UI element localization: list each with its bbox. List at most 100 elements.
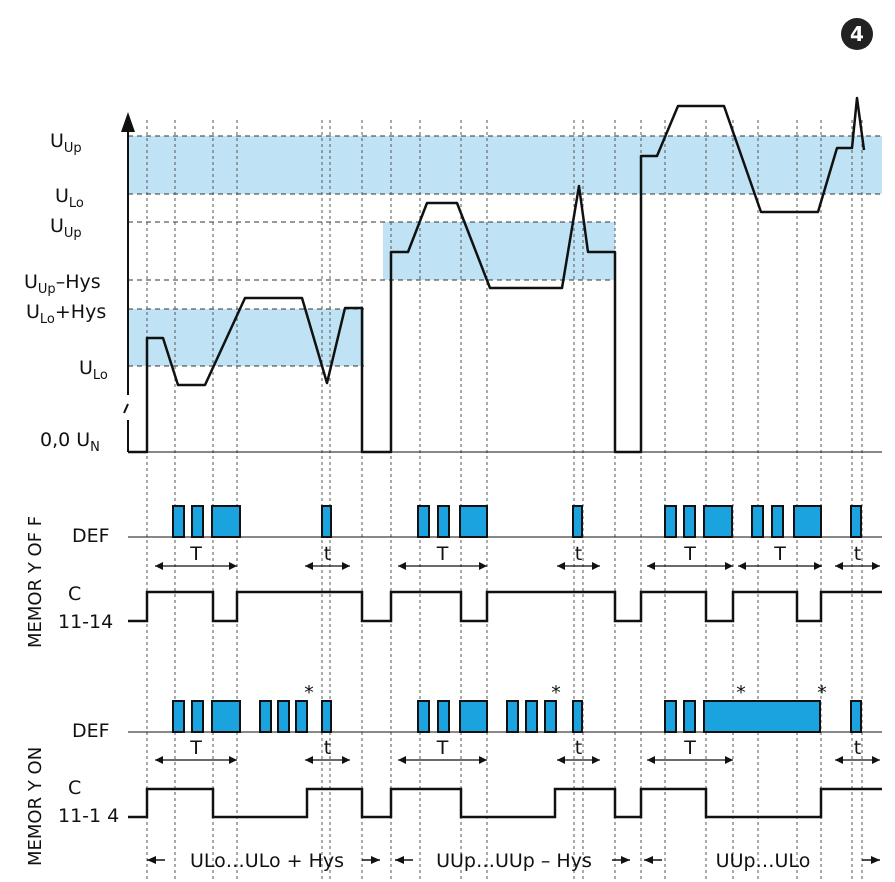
range-label-3: UUp…ULo xyxy=(716,850,811,872)
def-label-off: DEF xyxy=(72,525,110,547)
svg-text:UUp: UUp xyxy=(50,215,82,241)
svg-text:ULo: ULo xyxy=(79,357,108,383)
def-pulse xyxy=(683,505,696,538)
relay-signal-on xyxy=(128,787,882,819)
relay-signal-off xyxy=(128,590,882,623)
range-label-1: ULo…ULo + Hys xyxy=(190,850,344,872)
def-pulse xyxy=(172,505,185,538)
arrow-left-icon xyxy=(835,562,843,570)
range-label-2: UUp…UUp – Hys xyxy=(436,850,592,872)
relay-label-c-off: C xyxy=(68,583,81,605)
def-pulse xyxy=(751,505,764,538)
def-pulse xyxy=(172,700,185,733)
def-pulse xyxy=(850,505,862,538)
relay-label-on: 11-1 4 xyxy=(58,805,119,827)
axis-arrow-icon xyxy=(121,112,135,132)
relay-label-c-on: C xyxy=(68,777,81,799)
timing-label: t xyxy=(324,543,331,565)
memory-on-title: MEMOR Y ON xyxy=(25,747,46,866)
memory-off-title: MEMOR Y OF F xyxy=(25,516,46,648)
svg-text:4: 4 xyxy=(850,22,864,46)
threshold-bands xyxy=(128,136,882,366)
def-pulses-on xyxy=(172,700,862,733)
timing-label: T xyxy=(773,543,786,565)
def-pulse xyxy=(850,700,862,733)
def-pulse xyxy=(417,700,430,733)
asterisk-marker: * xyxy=(304,682,314,704)
svg-text:0,0 UN: 0,0 UN xyxy=(40,429,100,455)
voltage-waveform xyxy=(128,96,866,454)
arrow-right-icon xyxy=(872,562,880,570)
band-range-2 xyxy=(383,222,615,280)
def-pulse xyxy=(506,700,519,733)
arrow-right-icon xyxy=(342,756,350,764)
def-pulse xyxy=(259,700,272,733)
timing-label: T xyxy=(683,543,696,565)
arrow-right-icon xyxy=(725,756,733,764)
arrow-left-icon xyxy=(557,756,565,764)
def-pulse xyxy=(703,700,821,733)
svg-text:ULo+Hys: ULo+Hys xyxy=(26,301,106,327)
arrow-right-icon xyxy=(592,756,600,764)
timing-label: t xyxy=(575,543,582,565)
arrow-left-icon xyxy=(644,856,653,864)
timing-label: t xyxy=(854,543,861,565)
def-pulse xyxy=(459,505,488,538)
threshold-dashes xyxy=(128,135,882,367)
asterisk-marker: * xyxy=(817,682,827,704)
asterisk-marker: * xyxy=(736,682,746,704)
arrow-right-icon xyxy=(872,756,880,764)
svg-text:UUp: UUp xyxy=(50,130,82,156)
timing-label: T xyxy=(189,737,202,759)
def-pulse xyxy=(572,505,583,538)
def-label-on: DEF xyxy=(72,720,110,742)
def-pulse xyxy=(683,700,696,733)
svg-text:UUp–Hys: UUp–Hys xyxy=(24,271,101,297)
def-pulse xyxy=(544,700,557,733)
arrow-right-icon xyxy=(479,562,487,570)
def-pulse xyxy=(793,505,822,538)
def-pulse xyxy=(525,700,538,733)
timing-label: t xyxy=(324,737,331,759)
def-pulse xyxy=(211,505,241,538)
def-pulse xyxy=(437,700,450,733)
arrow-left-icon xyxy=(647,756,655,764)
arrow-left-icon xyxy=(647,562,655,570)
def-pulse xyxy=(664,505,677,538)
step-badge: 4 xyxy=(841,18,873,50)
def-pulse xyxy=(437,505,450,538)
timing-label: T xyxy=(436,737,449,759)
range-labels: ULo…ULo + Hys UUp…UUp – Hys UUp…ULo xyxy=(190,850,810,872)
arrow-left-icon xyxy=(738,562,746,570)
asterisk-marker: * xyxy=(551,682,561,704)
arrow-right-icon xyxy=(229,562,237,570)
arrow-left-icon xyxy=(155,756,163,764)
arrow-left-icon xyxy=(398,756,406,764)
arrow-right-icon xyxy=(725,562,733,570)
arrow-right-icon xyxy=(871,856,880,864)
def-pulse xyxy=(572,700,583,733)
def-pulse xyxy=(664,700,677,733)
range-arrows xyxy=(147,856,880,864)
arrow-right-icon xyxy=(621,856,630,864)
def-pulse xyxy=(211,700,241,733)
arrow-right-icon xyxy=(814,562,822,570)
timing-label: T xyxy=(436,543,449,565)
def-pulses-off xyxy=(172,505,862,538)
arrow-left-icon xyxy=(398,562,406,570)
svg-text:ULo: ULo xyxy=(55,185,84,211)
arrow-left-icon xyxy=(305,756,313,764)
timing-label: T xyxy=(189,543,202,565)
timing-label: t xyxy=(854,737,861,759)
voltage-axis xyxy=(123,125,882,453)
arrow-left-icon xyxy=(835,756,843,764)
arrow-right-icon xyxy=(479,756,487,764)
arrow-left-icon xyxy=(305,562,313,570)
arrow-left-icon xyxy=(557,562,565,570)
relay-label-off: 11-14 xyxy=(58,611,113,633)
arrow-right-icon xyxy=(371,856,380,864)
band-range-1 xyxy=(128,309,364,366)
